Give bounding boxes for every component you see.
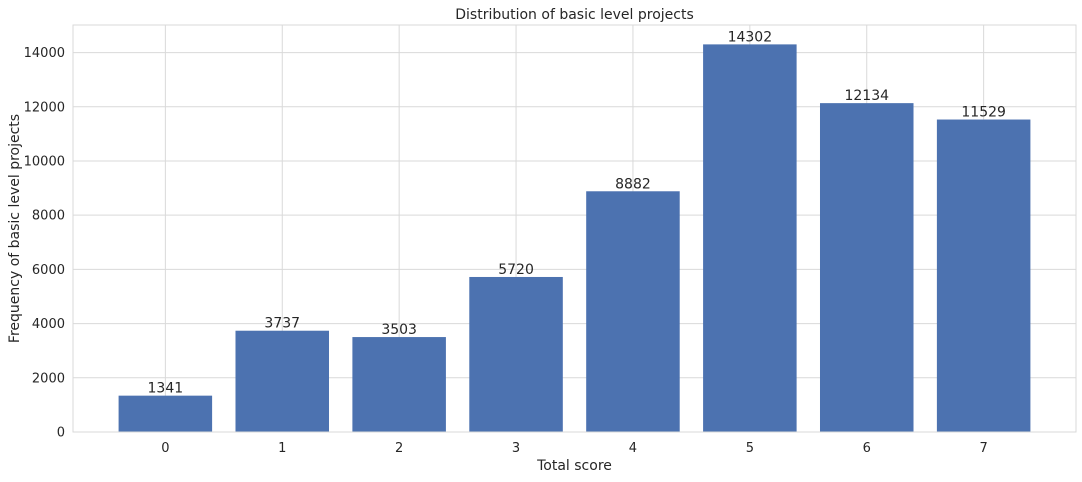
x-tick-label: 4 [629,441,637,456]
bar-3 [469,276,563,432]
bar-6 [819,103,914,433]
bar-1 [235,330,330,432]
bar-data-label: 11529 [961,105,1006,121]
x-axis-label: Total score [536,458,612,474]
bar-data-label: 5720 [498,262,534,278]
bar-2 [352,337,446,432]
bar-4 [586,191,680,432]
bar-layer [118,44,1031,433]
tick-label-layer: 0 2000 4000 6000 8000 10000 12000 14000 0 1 2 3 4 5 6 7 [24,46,988,456]
bar-5 [703,44,797,433]
chart-title: Distribution of basic level projects [455,7,694,23]
plot-frame [72,24,1077,433]
bar-data-label: 12134 [844,88,889,104]
bar-data-label: 1341 [148,381,184,397]
x-tick-label: 6 [863,441,871,456]
y-tick-label: 12000 [24,100,65,115]
x-tick-label: 3 [512,441,520,456]
bar-0 [118,395,213,432]
data-label-layer: 1341 3737 3503 5720 8882 14302 12134 11529 [148,29,1006,396]
bar-7 [936,119,1031,432]
y-tick-label: 4000 [32,317,65,332]
x-tick-label: 1 [278,441,286,456]
y-tick-label: 2000 [32,371,65,386]
y-tick-label: 14000 [24,46,65,61]
grid-layer [73,25,1076,433]
x-tick-label: 0 [161,441,169,456]
bar-data-label: 3503 [381,322,417,338]
bar-data-label: 8882 [615,176,651,192]
x-tick-label: 5 [746,441,754,456]
y-tick-label: 6000 [32,263,65,278]
x-tick-label: 2 [395,441,403,456]
y-tick-label: 10000 [24,154,65,169]
x-tick-label: 7 [980,441,988,456]
y-axis-label: Frequency of basic level projects [7,114,23,343]
y-tick-label: 8000 [32,209,65,224]
bar-data-label: 3737 [264,316,300,332]
bar-data-label: 14302 [728,29,773,45]
y-tick-label: 0 [57,426,65,441]
